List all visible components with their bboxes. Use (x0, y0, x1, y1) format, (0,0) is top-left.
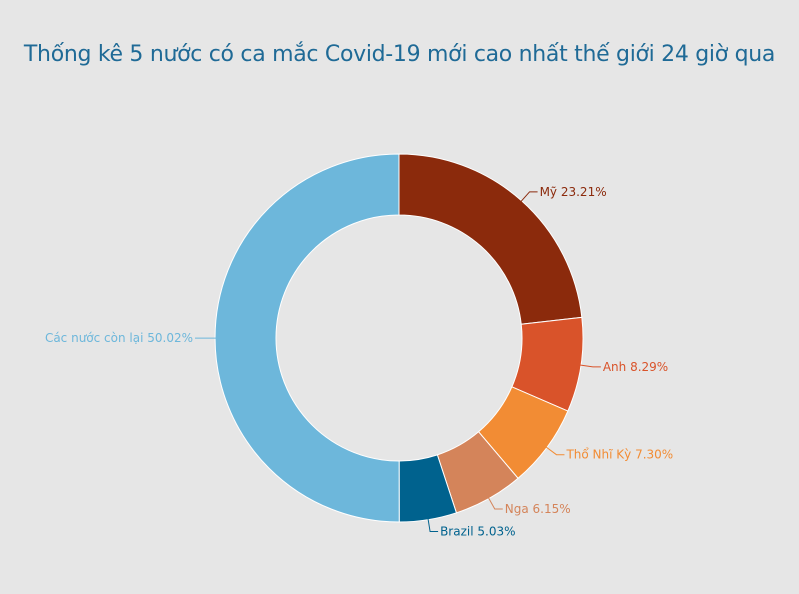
slices-group (214, 153, 584, 523)
leader-line-my (519, 191, 538, 203)
slice-label-cac-nuoc-con-lai: Các nước còn lại 50.02% (45, 331, 193, 345)
slice-label-my: Mỹ 23.21% (540, 185, 607, 199)
leader-line-brazil (427, 517, 439, 533)
slice-label-nga: Nga 6.15% (505, 502, 571, 516)
slice-label-tho-nhi-ky: Thổ Nhĩ Kỳ 7.30% (565, 448, 673, 462)
chart-title: Thống kê 5 nước có ca mắc Covid-19 mới c… (23, 42, 776, 67)
slice-cac-nuoc-con-lai[interactable] (214, 153, 400, 523)
leader-line-nga (487, 496, 503, 510)
slice-label-brazil: Brazil 5.03% (440, 525, 515, 539)
slice-my[interactable] (398, 153, 583, 325)
slice-label-anh: Anh 8.29% (603, 360, 668, 374)
labels-group: Mỹ 23.21% Anh 8.29% Thổ Nhĩ Kỳ 7.30% Nga 6.… (45, 185, 673, 539)
leader-line-tho-nhi-ky (544, 445, 565, 456)
leader-lines-group (195, 191, 601, 533)
leader-line-anh (578, 364, 601, 368)
